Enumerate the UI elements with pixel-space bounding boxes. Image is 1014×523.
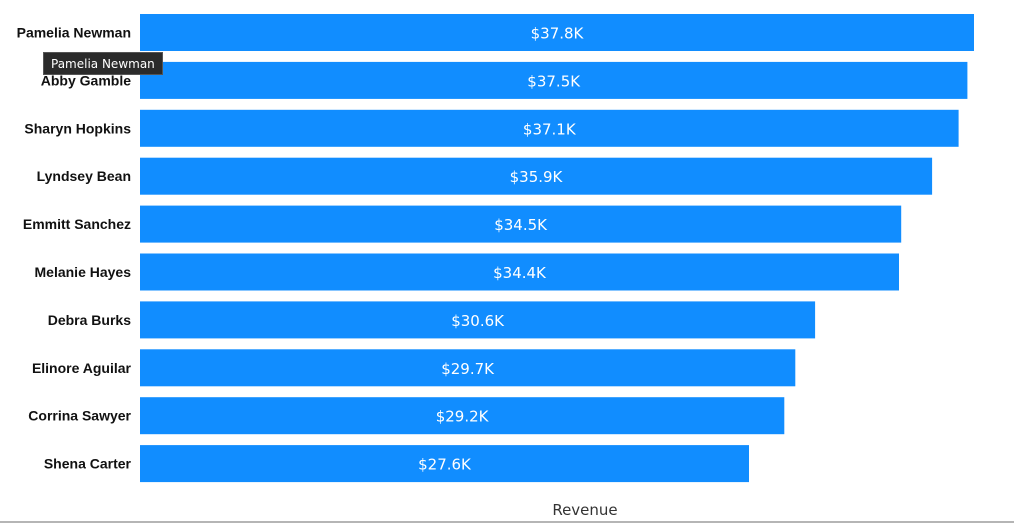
- data-label: $27.6K: [418, 456, 472, 474]
- data-label: $34.5K: [494, 216, 548, 234]
- bar-elinore-aguilar[interactable]: [140, 349, 796, 387]
- x-axis-title: Revenue: [552, 501, 617, 519]
- bar-pamelia-newman[interactable]: [140, 14, 974, 51]
- data-label: $34.4K: [493, 264, 547, 282]
- bars-group: [140, 14, 974, 483]
- category-label: Debra Burks: [48, 312, 131, 328]
- data-label: $37.5K: [527, 72, 581, 90]
- bar-shena-carter[interactable]: [140, 445, 749, 483]
- bar-debra-burks[interactable]: [140, 301, 816, 339]
- category-label: Shena Carter: [44, 456, 132, 472]
- bar-corrina-sawyer[interactable]: [140, 397, 785, 435]
- category-label: Pamelia Newman: [17, 25, 131, 41]
- data-label: $30.6K: [451, 312, 505, 330]
- data-label: $35.9K: [510, 168, 564, 186]
- data-label: $29.7K: [441, 360, 495, 378]
- category-label: Emmitt Sanchez: [23, 216, 131, 232]
- category-labels-group: Pamelia Newman Abby Gamble Sharyn Hopkins L…: [17, 25, 132, 472]
- data-label: $29.2K: [436, 408, 490, 426]
- data-labels-group: $37.8K $37.5K $37.1K $35.9K $34.5K $34.4K $30.…: [418, 25, 584, 474]
- bar-abby-gamble[interactable]: [140, 61, 968, 99]
- bar-sharyn-hopkins[interactable]: [140, 109, 959, 147]
- category-label: Melanie Hayes: [35, 264, 132, 280]
- hover-tooltip: Pamelia Newman: [43, 52, 163, 75]
- bottom-divider: [0, 521, 1014, 523]
- bar-melanie-hayes[interactable]: [140, 253, 899, 291]
- category-label: Elinore Aguilar: [32, 360, 132, 376]
- category-label: Abby Gamble: [41, 72, 131, 88]
- category-label: Lyndsey Bean: [37, 168, 131, 184]
- category-label: Sharyn Hopkins: [24, 120, 131, 136]
- data-label: $37.8K: [531, 25, 585, 43]
- bar-emmitt-sanchez[interactable]: [140, 205, 902, 243]
- category-label: Corrina Sawyer: [28, 408, 131, 424]
- data-label: $37.1K: [523, 120, 577, 138]
- bar-lyndsey-bean[interactable]: [140, 157, 933, 195]
